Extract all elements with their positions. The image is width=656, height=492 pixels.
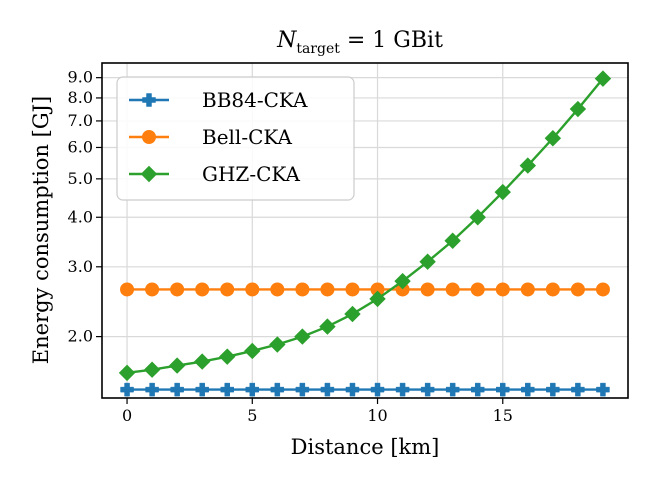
data-point-ghz-cka xyxy=(244,342,261,360)
y-tick-label: 3.0 xyxy=(68,257,93,276)
data-point-bb84-cka xyxy=(270,382,285,397)
data-point-bb84-cka xyxy=(546,382,560,397)
data-point-bell-cka xyxy=(570,282,585,297)
data-point-bell-cka xyxy=(245,282,260,297)
data-point-bell-cka xyxy=(120,282,135,297)
data-point-ghz-cka xyxy=(444,232,461,249)
data-point-bell-cka xyxy=(595,282,610,297)
data-point-ghz-cka xyxy=(193,353,211,370)
data-point-bell-cka xyxy=(345,282,360,297)
y-axis-label: Energy consumption [GJ] xyxy=(29,96,53,364)
data-point-bell-cka xyxy=(170,282,185,297)
data-point-bb84-cka xyxy=(320,382,335,397)
data-point-bell-cka xyxy=(220,282,235,297)
data-point-bell-cka xyxy=(320,282,335,297)
x-axis: 0 5 10 15 xyxy=(122,398,513,425)
data-point-bb84-cka xyxy=(496,382,510,397)
y-tick-label: 9.0 xyxy=(68,68,93,87)
legend-marker-bb84-cka xyxy=(142,93,156,107)
x-axis-label: Distance [km] xyxy=(291,435,440,459)
data-point-ghz-cka xyxy=(544,130,562,147)
data-point-bell-cka xyxy=(270,282,285,297)
legend-box xyxy=(116,76,355,201)
data-point-bb84-cka xyxy=(521,382,535,397)
data-point-ghz-cka xyxy=(118,364,136,382)
data-point-bell-cka xyxy=(445,282,460,297)
data-point-bb84-cka xyxy=(596,382,610,397)
data-point-bell-cka xyxy=(545,282,560,297)
legend-marker-bell-cka xyxy=(142,130,156,144)
data-point-bb84-cka xyxy=(470,382,485,397)
data-point-bb84-cka xyxy=(395,382,410,397)
x-tick-label: 0 xyxy=(122,406,132,425)
legend-label: Bell-CKA xyxy=(202,125,293,149)
data-point-ghz-cka xyxy=(219,348,236,365)
legend: BB84-CKA Bell-CKA GHZ-CKA xyxy=(116,76,355,201)
data-point-bell-cka xyxy=(420,282,435,297)
x-tick-label: 10 xyxy=(367,406,387,425)
data-point-bb84-cka xyxy=(245,382,260,397)
data-point-bell-cka xyxy=(145,282,160,297)
data-point-ghz-cka xyxy=(519,157,537,174)
chart-title: Ntarget = 1 GBit xyxy=(276,28,443,57)
series-ghz-cka xyxy=(118,70,612,382)
y-tick-label: 8.0 xyxy=(68,88,93,107)
data-point-bb84-cka xyxy=(445,382,460,397)
data-point-ghz-cka xyxy=(394,272,411,290)
data-point-ghz-cka xyxy=(294,328,311,345)
legend-item-ghz-cka: GHZ-CKA xyxy=(129,162,301,186)
y-tick-label: 4.0 xyxy=(68,207,93,226)
data-point-ghz-cka xyxy=(494,183,511,201)
data-point-bb84-cka xyxy=(345,382,360,397)
data-point-bb84-cka xyxy=(195,382,209,397)
x-tick-label: 15 xyxy=(493,406,513,425)
data-point-ghz-cka xyxy=(344,305,361,323)
legend-label: BB84-CKA xyxy=(202,88,308,112)
legend-item-bb84-cka: BB84-CKA xyxy=(129,88,308,112)
y-tick-label: 7.0 xyxy=(68,111,93,130)
data-point-ghz-cka xyxy=(419,253,436,270)
plot-frame xyxy=(101,62,629,399)
data-point-ghz-cka xyxy=(594,70,612,87)
data-point-bell-cka xyxy=(470,282,485,297)
data-point-bell-cka xyxy=(520,282,535,297)
data-point-ghz-cka xyxy=(319,318,336,335)
data-point-bb84-cka xyxy=(370,382,385,397)
series-layer xyxy=(118,70,612,397)
series-bell-cka xyxy=(120,282,610,297)
data-point-ghz-cka xyxy=(143,361,161,378)
data-point-bell-cka xyxy=(295,282,310,297)
y-axis: 2.0 3.0 4.0 5.0 6.0 7.0 8.09.0 xyxy=(68,68,102,346)
data-point-ghz-cka xyxy=(168,357,186,374)
data-point-bb84-cka xyxy=(170,382,184,397)
x-tick-label: 5 xyxy=(247,406,257,425)
data-point-ghz-cka xyxy=(469,209,486,226)
data-point-ghz-cka xyxy=(369,290,386,308)
data-point-bb84-cka xyxy=(220,382,234,397)
data-point-bb84-cka xyxy=(295,382,310,397)
data-point-bb84-cka xyxy=(571,382,585,397)
data-point-bb84-cka xyxy=(420,382,435,397)
data-point-bb84-cka xyxy=(120,382,134,397)
series-bb84-cka xyxy=(120,382,610,397)
legend-label: GHZ-CKA xyxy=(202,162,301,186)
data-point-ghz-cka xyxy=(269,336,286,353)
data-point-bell-cka xyxy=(495,282,510,297)
legend-marker-ghz-cka xyxy=(140,165,158,183)
y-tick-label: 5.0 xyxy=(68,169,93,188)
y-tick-label: 6.0 xyxy=(68,137,93,156)
data-point-ghz-cka xyxy=(569,100,587,118)
data-point-bell-cka xyxy=(195,282,210,297)
legend-item-bell-cka: Bell-CKA xyxy=(129,125,293,149)
data-point-bb84-cka xyxy=(145,382,159,397)
y-tick-label: 2.0 xyxy=(68,327,93,346)
